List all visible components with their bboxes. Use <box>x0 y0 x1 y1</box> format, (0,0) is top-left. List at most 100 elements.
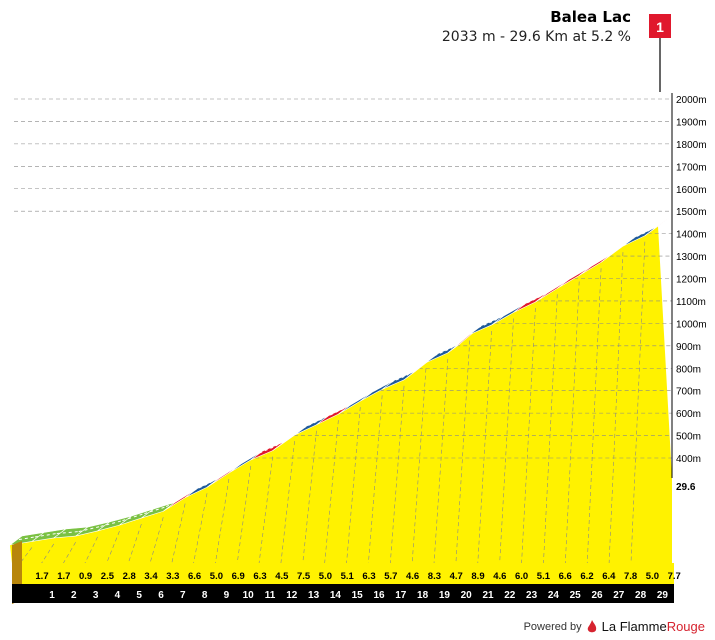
ridge-dash <box>494 307 517 321</box>
gradient-label: 7.5 <box>297 571 311 582</box>
ridge-dash <box>275 430 298 447</box>
ridge-dash <box>406 357 430 376</box>
climb-summary: 2033 m - 29.6 Km at 5.2 % <box>441 29 631 45</box>
gradient-label: 5.0 <box>319 571 332 582</box>
km-grid-line <box>455 340 471 567</box>
km-tick-label: 1 <box>49 590 55 601</box>
ridge-dash <box>647 221 662 232</box>
km-grid-line <box>258 456 274 567</box>
gradient-label: 4.6 <box>406 571 419 582</box>
km-tick-label: 13 <box>308 590 320 601</box>
ridge-segment <box>644 216 671 236</box>
elevation-tick-label: 900m <box>676 342 701 353</box>
elevation-tick-label: 1800m <box>676 140 707 151</box>
km-tick-label: 5 <box>136 590 142 601</box>
km-tick-label: 29 <box>657 590 669 601</box>
ridge-dash <box>144 506 167 515</box>
elevation-tick-label: 1900m <box>676 117 707 128</box>
km-grid-line <box>542 294 558 567</box>
km-grid-line <box>389 385 405 567</box>
summit-flag-icon <box>649 14 671 38</box>
km-tick-label: 18 <box>417 590 429 601</box>
km-tick-label: 6 <box>158 590 164 601</box>
grid-lines <box>14 98 672 567</box>
km-tick-label: 2 <box>71 590 77 601</box>
ridge-dash <box>34 532 57 538</box>
gradient-label: 2.8 <box>123 571 136 582</box>
gradient-label: 6.0 <box>515 571 528 582</box>
ridge-dash <box>187 482 211 494</box>
km-tick-label: 15 <box>352 590 364 601</box>
km-grid-line <box>170 503 186 567</box>
gradient-label: 6.3 <box>253 571 266 582</box>
footer-credit: Powered by La FlammeRouge <box>524 619 705 634</box>
elevation-tick-label: 1000m <box>676 319 707 330</box>
gradient-label: 5.1 <box>341 571 355 582</box>
km-tick-label: 4 <box>115 590 121 601</box>
elevation-tick-label: 1400m <box>676 230 707 241</box>
ridge-dash <box>472 320 495 331</box>
km-tick-label: 14 <box>330 590 342 601</box>
km-grid-line <box>630 241 646 567</box>
km-tick-label: 19 <box>439 590 451 601</box>
gradient-label: 5.0 <box>210 571 223 582</box>
powered-by-text: Powered by <box>523 620 582 633</box>
elevation-tick-label: 1100m <box>676 297 706 308</box>
gradient-label: 4.6 <box>493 571 506 582</box>
km-tick-label: 20 <box>461 590 473 601</box>
ridge-dash <box>363 384 386 398</box>
gradient-label: 8.3 <box>428 571 441 582</box>
km-grid-line <box>83 536 98 567</box>
climb-name: Balea Lac <box>550 8 631 26</box>
ridge-dash <box>209 468 233 484</box>
elevation-tick-label: 400m <box>676 454 701 465</box>
elevation-tick-label: 500m <box>676 432 701 443</box>
km-grid-line <box>477 330 492 567</box>
gradient-label: 6.6 <box>559 571 572 582</box>
summit-category-label: 1 <box>656 19 664 35</box>
km-grid-line <box>324 420 339 567</box>
gradient-label: 6.4 <box>602 571 616 582</box>
km-tick-label: 24 <box>548 590 560 601</box>
km-grid-line <box>214 478 230 567</box>
ridge-dash <box>516 297 539 309</box>
ridge-dash <box>603 241 627 259</box>
profile-body <box>10 226 672 583</box>
ridge-dash <box>538 283 561 298</box>
km-tick-label: 12 <box>286 590 298 601</box>
ridge-dash <box>319 409 342 421</box>
km-tick-label: 21 <box>482 590 494 601</box>
km-grid-line <box>411 368 427 567</box>
km-tick-label: 3 <box>93 590 99 601</box>
ridge-dash <box>297 419 320 432</box>
elevation-tick-label: 800m <box>676 364 701 375</box>
elevation-tick-label: 2000m <box>676 95 707 106</box>
gradient-strip <box>22 563 674 584</box>
km-tick-label: 26 <box>591 590 603 601</box>
km-tick-label: 22 <box>504 590 516 601</box>
km-grid-line <box>608 252 624 567</box>
ridge-dash <box>253 445 276 456</box>
ridge-dash <box>428 347 452 359</box>
ridge-dash <box>231 454 255 469</box>
ridge-dash <box>384 374 408 386</box>
km-tick-label: 27 <box>613 590 625 601</box>
km-grid-line <box>367 395 383 567</box>
km-grid-line <box>17 547 33 567</box>
km-tick-label: 16 <box>373 590 385 601</box>
ridge-dash <box>122 513 145 522</box>
ridge-dash <box>165 492 189 508</box>
km-tick-label: 25 <box>570 590 582 601</box>
gradient-label: 8.9 <box>471 571 484 582</box>
km-grid-line <box>499 318 514 567</box>
elevation-tick-label: 1500m <box>676 207 707 218</box>
km-grid-line <box>586 268 602 567</box>
km-tick-label: 11 <box>265 590 276 601</box>
km-tick-label: 10 <box>243 590 255 601</box>
ridge-dash <box>560 270 583 285</box>
ridge-dash <box>450 329 474 349</box>
gradient-label: 5.7 <box>384 571 397 582</box>
km-tick-label: 23 <box>526 590 538 601</box>
km-tick-label: 8 <box>202 590 208 601</box>
